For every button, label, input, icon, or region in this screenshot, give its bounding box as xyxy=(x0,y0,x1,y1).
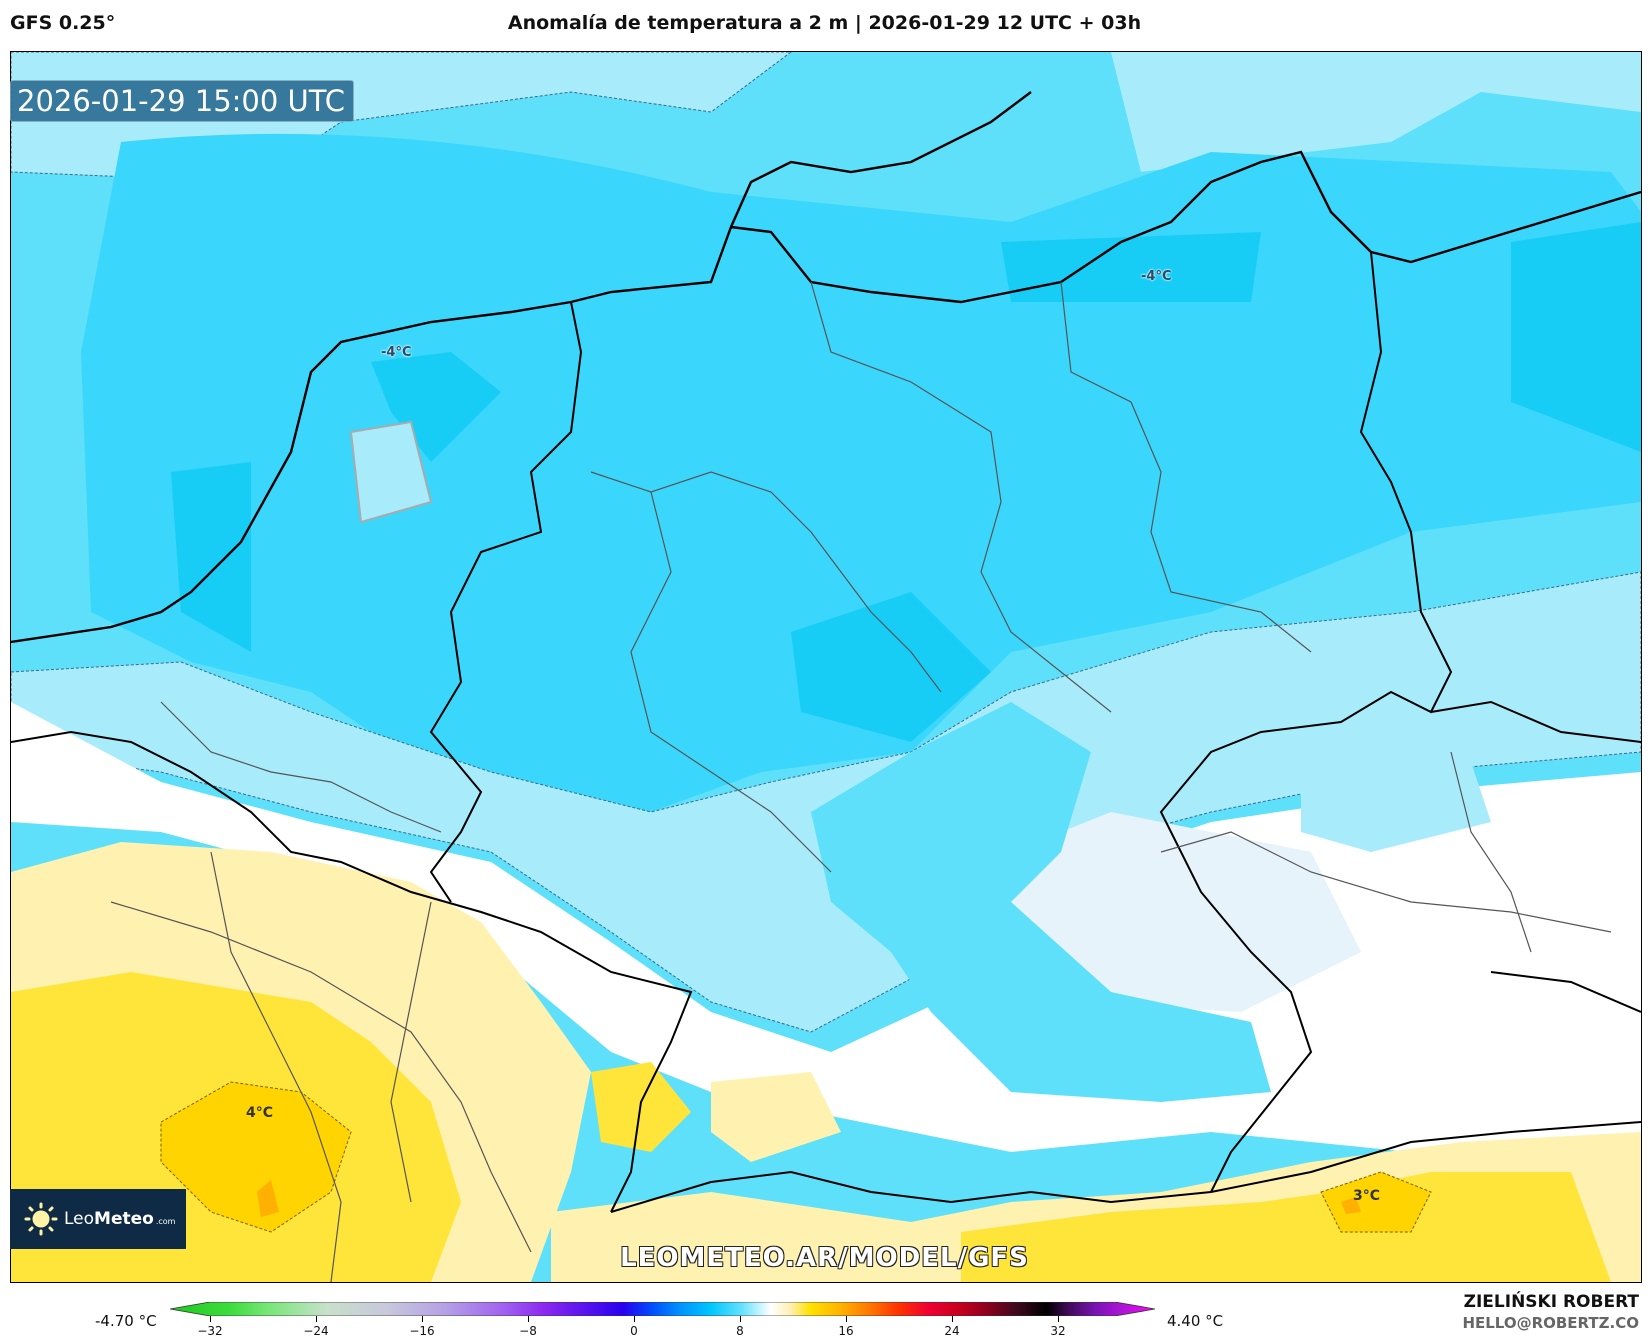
logo-text-domain: .com xyxy=(155,1216,176,1226)
contour-label: -4°C xyxy=(1141,269,1172,284)
author-credit: ZIELIŃSKI ROBERT HELLO@ROBERTZ.CO xyxy=(1462,1292,1639,1332)
colorbar-tick: −32 xyxy=(197,1324,223,1338)
author-name: ZIELIŃSKI ROBERT xyxy=(1463,1292,1639,1312)
model-label: GFS 0.25° xyxy=(10,12,116,34)
leometeo-logo[interactable]: Leo Meteo .com xyxy=(10,1189,186,1249)
map-fill-layer xyxy=(11,52,1641,1282)
valid-time-badge: 2026-01-29 15:00 UTC xyxy=(10,80,355,122)
author-email[interactable]: HELLO@ROBERTZ.CO xyxy=(1462,1314,1639,1332)
colorbar-tick: 24 xyxy=(944,1324,960,1338)
colorbar-tick: 0 xyxy=(630,1324,638,1338)
contour-label: 4°C xyxy=(246,1105,274,1121)
source-watermark: LEOMETEO.AR/MODEL/GFS xyxy=(620,1243,1029,1273)
temperature-anomaly-map[interactable]: -4°C -4°C 4°C 3°C xyxy=(10,51,1642,1283)
logo-text-bold: Meteo xyxy=(94,1209,154,1229)
sun-icon xyxy=(24,1202,58,1236)
colorbar-min-label: -4.70 °C xyxy=(95,1312,157,1330)
chart-title: Anomalía de temperatura a 2 m | 2026-01-… xyxy=(507,12,1142,34)
colorbar xyxy=(170,1302,1155,1316)
colorbar-tick: −8 xyxy=(519,1324,537,1338)
logo-text-light: Leo xyxy=(64,1209,95,1229)
contour-label: -4°C xyxy=(381,345,412,360)
colorbar-tick: 16 xyxy=(838,1324,854,1338)
colorbar-tick: −16 xyxy=(409,1324,435,1338)
contour-label: 3°C xyxy=(1353,1188,1381,1204)
colorbar-tick: 32 xyxy=(1050,1324,1066,1338)
colorbar-max-label: 4.40 °C xyxy=(1167,1312,1224,1330)
colorbar-tick: −24 xyxy=(303,1324,329,1338)
colorbar-tick: 8 xyxy=(736,1324,744,1338)
